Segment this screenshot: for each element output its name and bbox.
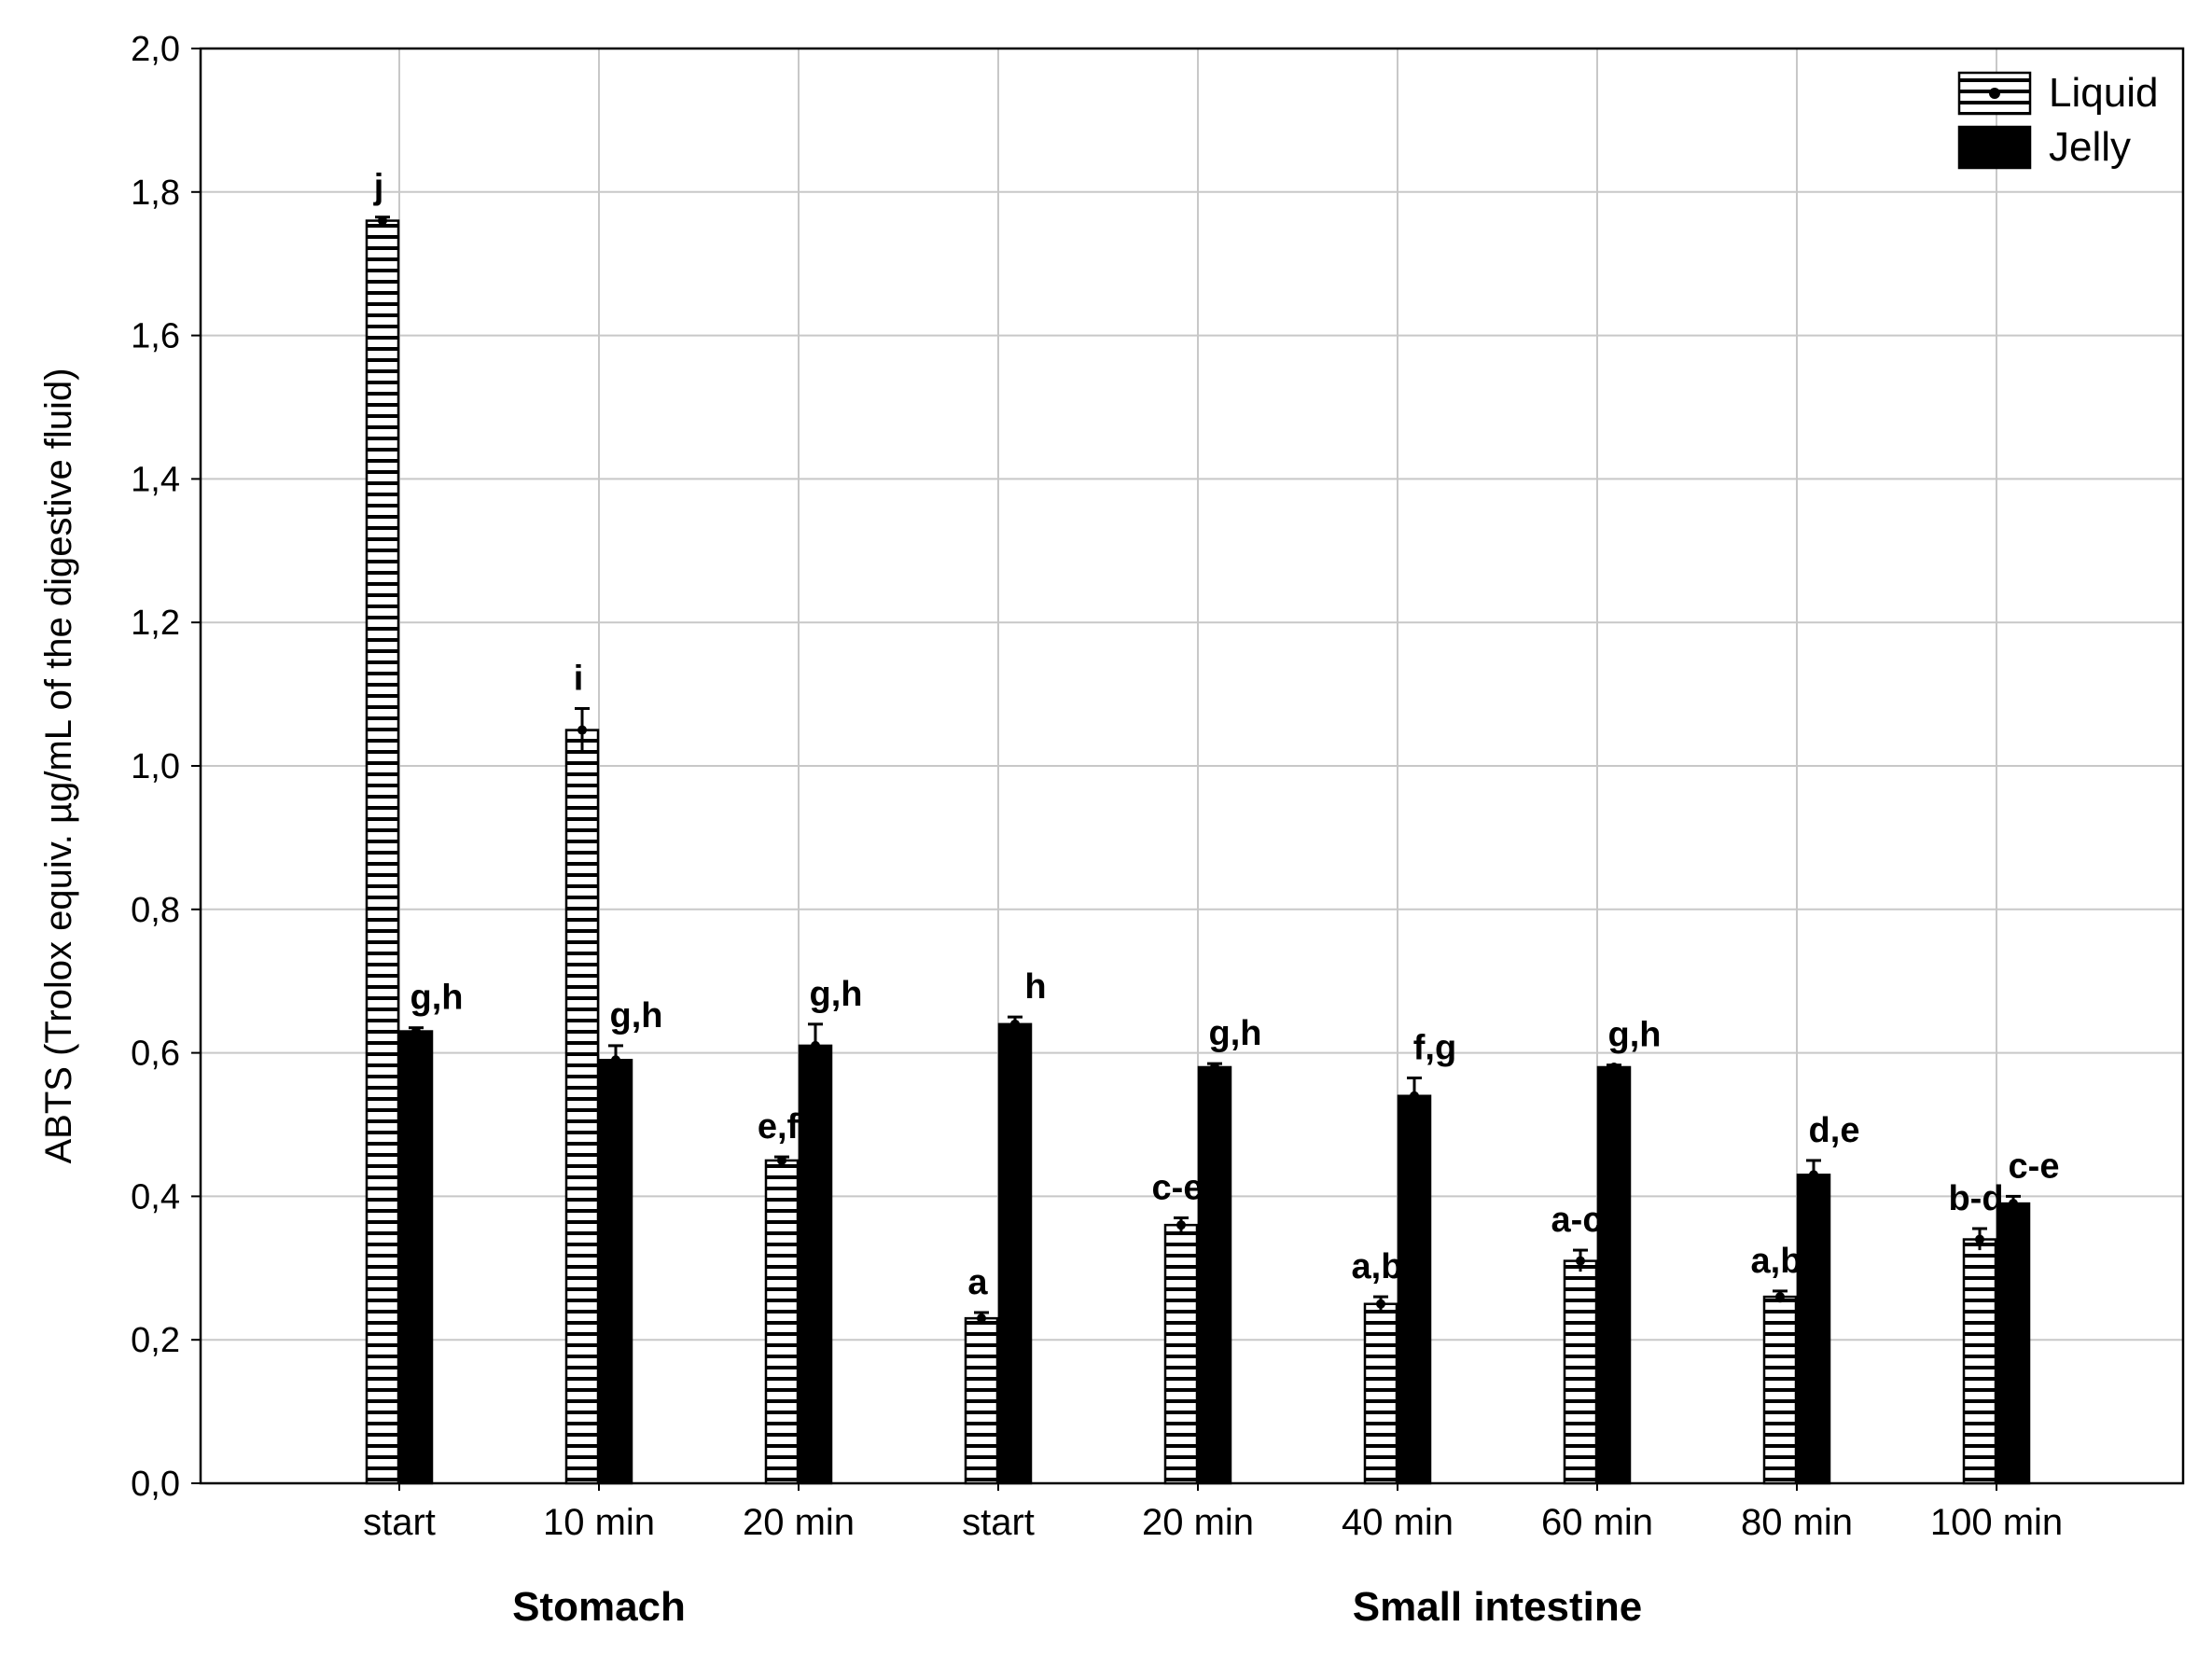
significance-letter: a-c xyxy=(1551,1201,1603,1240)
y-tick-label: 0,2 xyxy=(131,1321,180,1360)
bar-liquid xyxy=(1762,1295,1798,1485)
bar-liquid xyxy=(1163,1223,1199,1485)
significance-letter: a xyxy=(967,1263,988,1302)
significance-letter: g,h xyxy=(610,996,663,1035)
bar-liquid xyxy=(1563,1259,1598,1485)
y-tick-label: 1,0 xyxy=(131,747,180,786)
x-tick-label: 80 min xyxy=(1741,1502,1853,1543)
significance-letter: a,b xyxy=(1751,1242,1802,1281)
significance-letter: g,h xyxy=(410,979,464,1018)
y-tick-label: 0,4 xyxy=(131,1177,180,1216)
significance-letter: f,g xyxy=(1413,1029,1456,1068)
bar-jelly xyxy=(997,1022,1033,1485)
y-tick-label: 1,4 xyxy=(131,460,180,499)
x-tick-label: 10 min xyxy=(543,1502,655,1543)
x-tick-label: 60 min xyxy=(1541,1502,1653,1543)
significance-letter: j xyxy=(373,168,384,207)
y-tick-label: 1,2 xyxy=(131,604,180,643)
group-label: Stomach xyxy=(512,1584,686,1630)
y-axis-label: ABTS (Trolox equiv. µg/mL of the digesti… xyxy=(38,368,79,1163)
bar-jelly xyxy=(798,1044,833,1485)
significance-letter: b-d xyxy=(1948,1179,2003,1218)
bar-jelly xyxy=(1596,1065,1632,1485)
bar-jelly xyxy=(398,1030,434,1485)
x-tick-label: 40 min xyxy=(1342,1502,1454,1543)
significance-letter: g,h xyxy=(1209,1014,1262,1053)
bar-jelly xyxy=(598,1059,633,1485)
bar-liquid xyxy=(365,219,400,1485)
mean-point xyxy=(1210,1062,1219,1072)
significance-letter: i xyxy=(574,659,584,698)
mean-point xyxy=(977,1313,986,1324)
group-label: Small intestine xyxy=(1353,1584,1643,1630)
mean-point xyxy=(1576,1256,1585,1266)
mean-point xyxy=(611,1055,620,1065)
mean-point xyxy=(777,1155,786,1165)
significance-letter: h xyxy=(1024,967,1046,1007)
y-tick-label: 0,8 xyxy=(131,891,180,930)
legend-marker xyxy=(1989,88,2000,99)
x-tick-label: 20 min xyxy=(1142,1502,1254,1543)
y-tick-label: 0,0 xyxy=(131,1465,180,1504)
bar-liquid xyxy=(1363,1302,1398,1485)
x-tick-label: 100 min xyxy=(1930,1502,2063,1543)
mean-point xyxy=(1010,1019,1020,1029)
x-tick-label: 20 min xyxy=(743,1502,855,1543)
significance-letter: c-e xyxy=(1152,1168,1203,1207)
bar-jelly xyxy=(1996,1202,2031,1485)
legend-label: Liquid xyxy=(2049,70,2158,116)
mean-point xyxy=(2009,1199,2018,1209)
significance-letter: a,b xyxy=(1352,1247,1403,1286)
y-tick-label: 1,8 xyxy=(131,174,180,213)
bar-jelly xyxy=(1796,1174,1831,1485)
bar-liquid xyxy=(1962,1238,1997,1485)
significance-letter: g,h xyxy=(810,975,863,1014)
mean-point xyxy=(1376,1299,1385,1309)
bar-jelly xyxy=(1197,1065,1232,1485)
y-tick-label: 0,6 xyxy=(131,1035,180,1074)
mean-point xyxy=(1975,1234,1984,1244)
x-tick-label: start xyxy=(363,1502,436,1543)
mean-point xyxy=(811,1040,820,1050)
bar-liquid xyxy=(764,1159,800,1485)
legend-label: Jelly xyxy=(2049,124,2131,170)
mean-point xyxy=(1775,1292,1785,1302)
mean-point xyxy=(378,215,387,226)
mean-point xyxy=(1609,1062,1619,1072)
significance-letter: d,e xyxy=(1809,1111,1860,1150)
y-tick-label: 2,0 xyxy=(131,30,180,69)
x-tick-label: start xyxy=(962,1502,1035,1543)
mean-point xyxy=(1410,1091,1419,1101)
y-tick-label: 1,6 xyxy=(131,317,180,356)
mean-point xyxy=(1809,1170,1818,1180)
significance-letter: g,h xyxy=(1608,1016,1662,1055)
bar-liquid xyxy=(564,729,600,1485)
mean-point xyxy=(577,725,587,735)
bar-liquid xyxy=(964,1316,999,1485)
mean-point xyxy=(1176,1220,1186,1230)
significance-letter: e,f xyxy=(758,1107,800,1147)
bar-jelly xyxy=(1397,1094,1432,1485)
significance-letter: c-e xyxy=(2009,1147,2060,1186)
mean-point xyxy=(411,1026,421,1036)
legend-swatch-jelly xyxy=(1957,125,2032,170)
